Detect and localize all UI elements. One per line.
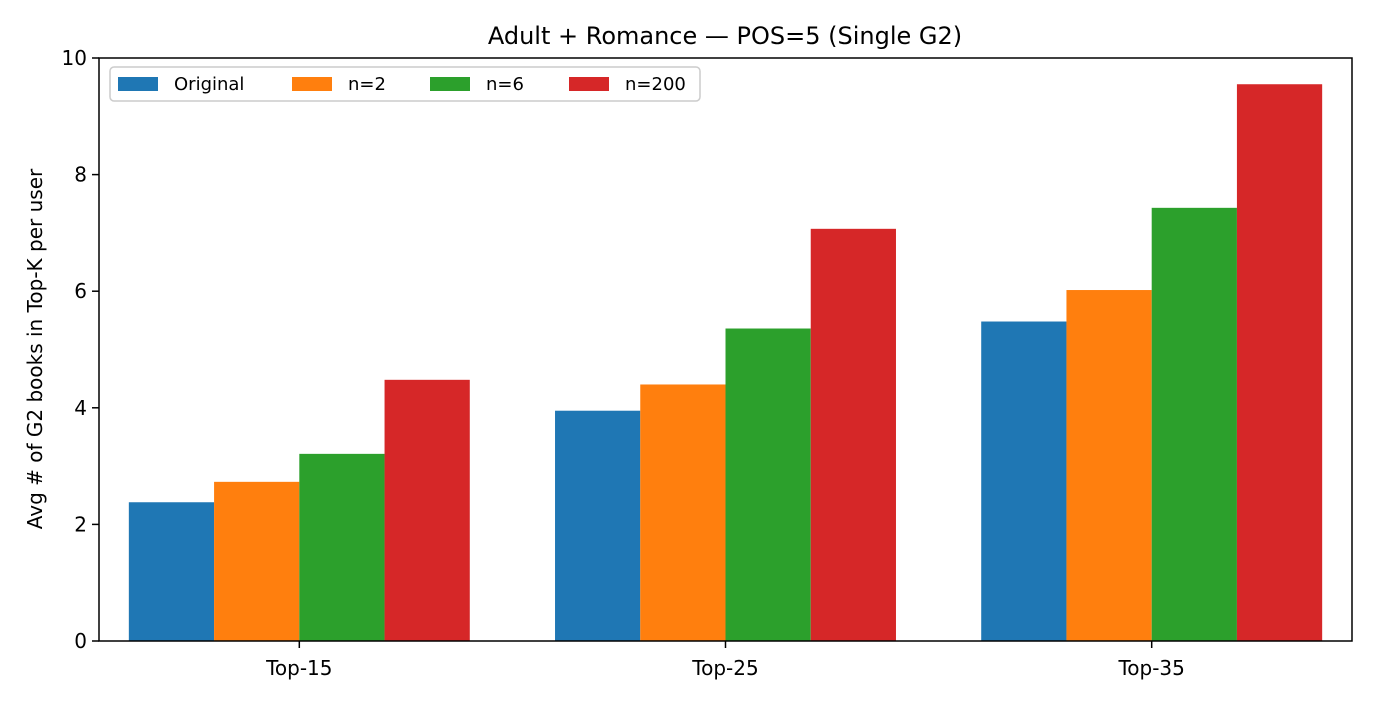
bar-n-2-top-15 — [214, 481, 300, 641]
legend-label: Original — [174, 74, 244, 95]
legend-frame — [109, 66, 701, 102]
y-tick-label: 2 — [74, 512, 87, 536]
legend-label: n=200 — [625, 74, 686, 95]
y-tick-label: 10 — [62, 46, 87, 70]
bar-n-6-top-35 — [1151, 207, 1237, 641]
bar-n-200-top-25 — [810, 228, 896, 641]
bar-n-2-top-35 — [1066, 290, 1152, 641]
x-tick-label: Top-35 — [1117, 656, 1184, 680]
axes-layer: 0 2 4 6 8 10 Top-15 Top-25 Top-35 — [62, 46, 1353, 680]
x-tick-label: Top-15 — [265, 656, 332, 680]
bar-n-6-top-15 — [299, 453, 385, 641]
y-tick-label: 8 — [74, 163, 87, 187]
legend-swatch-n-6 — [430, 77, 470, 91]
bar-n-200-top-35 — [1236, 84, 1323, 642]
bar-n-200-top-15 — [384, 379, 470, 641]
chart-title: Adult + Romance — POS=5 (Single G2) — [488, 22, 962, 50]
y-tick-label: 4 — [74, 396, 87, 420]
x-tick-label: Top-25 — [691, 656, 758, 680]
legend-label: n=6 — [486, 74, 524, 95]
legend-swatch-n-2 — [292, 77, 332, 91]
bar-original-top-15 — [128, 502, 215, 641]
bar-n-2-top-25 — [640, 384, 726, 641]
legend: Original n=2 n=6 n=200 — [109, 66, 701, 102]
legend-swatch-original — [118, 77, 158, 91]
bar-original-top-25 — [555, 410, 641, 641]
y-tick-label: 6 — [74, 279, 87, 303]
bar-original-top-35 — [981, 321, 1067, 641]
y-tick-label: 0 — [74, 629, 87, 653]
y-axis-label: Avg # of G2 books in Top-K per user — [23, 168, 47, 529]
bar-n-6-top-25 — [725, 328, 811, 641]
legend-label: n=2 — [348, 74, 386, 95]
bars-layer — [128, 84, 1323, 642]
legend-swatch-n-200 — [569, 77, 609, 91]
